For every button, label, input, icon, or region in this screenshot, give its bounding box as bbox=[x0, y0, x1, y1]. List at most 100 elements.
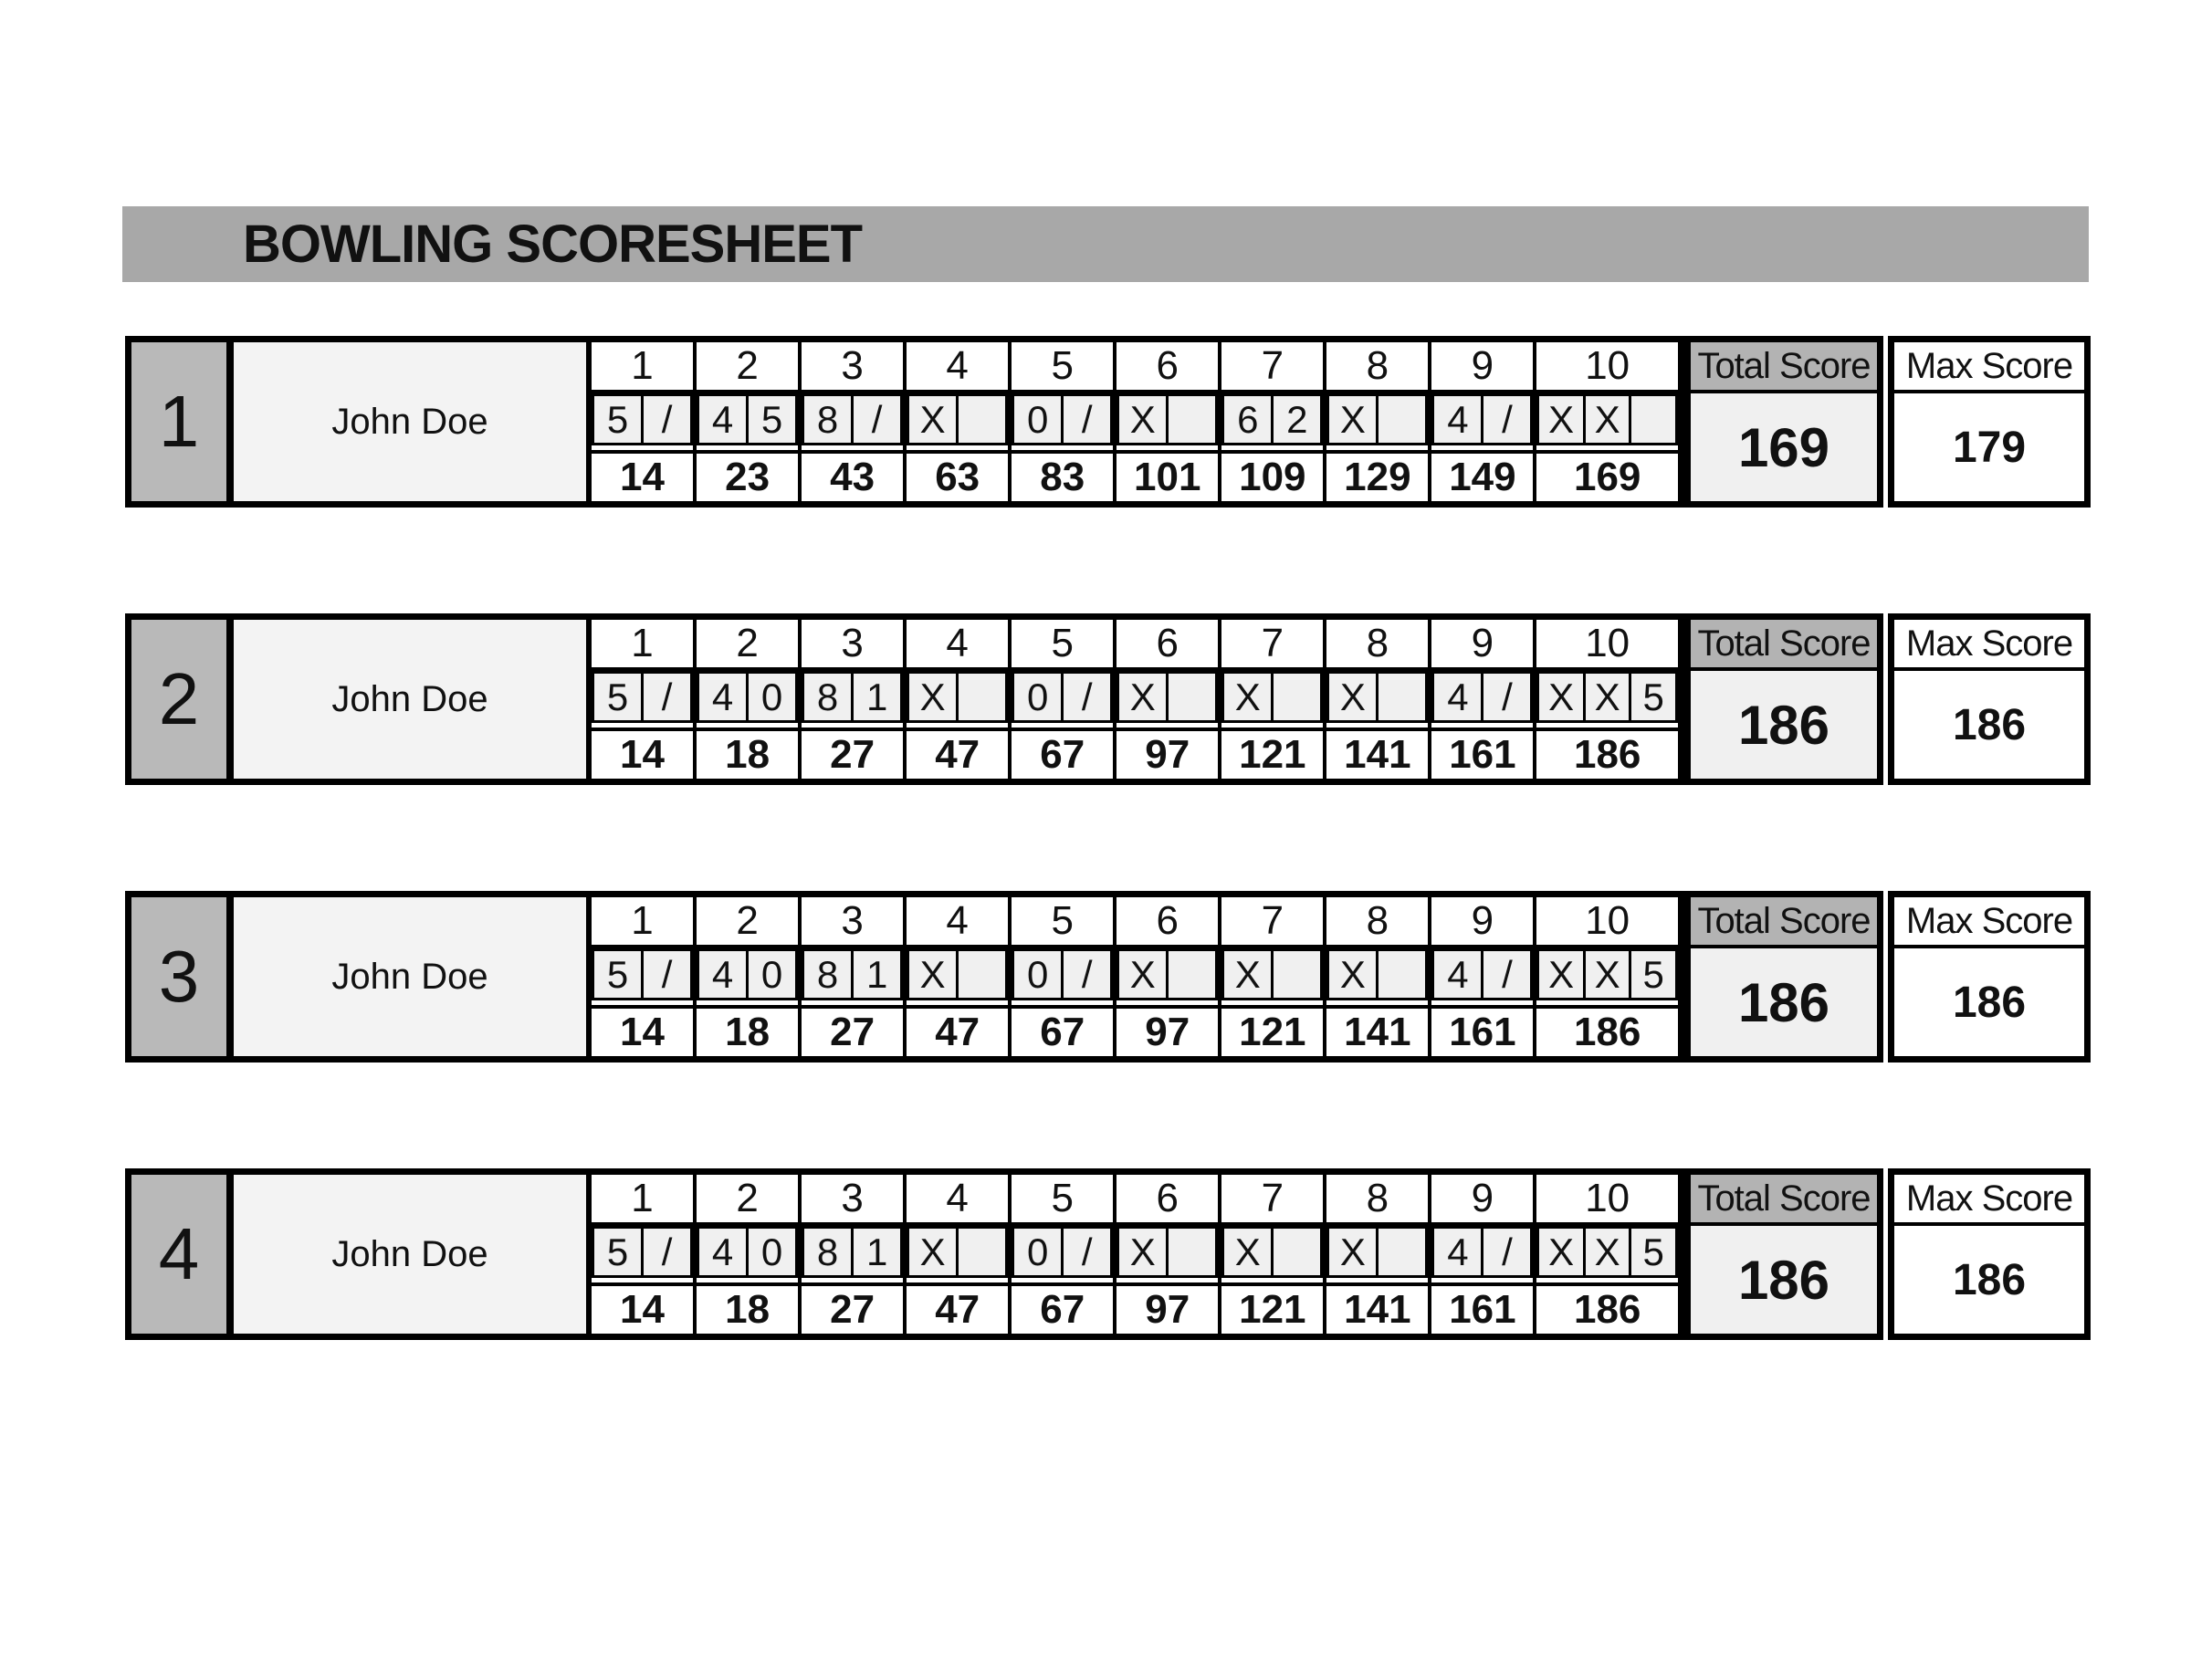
frame-number: 1 bbox=[592, 342, 694, 393]
frame: 4 X 47 bbox=[907, 897, 1012, 1056]
frame-number: 9 bbox=[1431, 897, 1534, 948]
max-score-box: Max Score 179 bbox=[1888, 336, 2091, 508]
frame-cumulative: 141 bbox=[1326, 728, 1429, 779]
frame: 10 X X 169 bbox=[1536, 342, 1678, 501]
throw-box: / bbox=[644, 948, 694, 1000]
throw-box: 5 bbox=[592, 393, 645, 445]
throw-box bbox=[1274, 671, 1324, 723]
throw-box: / bbox=[1483, 948, 1534, 1000]
frame-throws: 8 1 bbox=[802, 1226, 904, 1282]
throw-box: 1 bbox=[854, 1226, 904, 1278]
throw-box: X bbox=[1116, 671, 1169, 723]
frame-number: 4 bbox=[907, 1175, 1009, 1226]
frame-throws: X bbox=[1326, 671, 1429, 728]
throw-box: X bbox=[1585, 1226, 1632, 1278]
frame: 6 X 97 bbox=[1116, 897, 1222, 1056]
throw-box: / bbox=[1064, 393, 1114, 445]
frame-number: 8 bbox=[1326, 620, 1429, 671]
frame-throws: X X 5 bbox=[1536, 948, 1678, 1005]
frame-throws: 0 / bbox=[1012, 393, 1114, 450]
frame: 7 X 121 bbox=[1221, 1175, 1327, 1334]
frame: 9 4 / 161 bbox=[1431, 897, 1537, 1056]
frame-number: 7 bbox=[1221, 342, 1324, 393]
frame: 4 X 63 bbox=[907, 342, 1012, 501]
frame-number: 7 bbox=[1221, 620, 1324, 671]
throw-box: 2 bbox=[1274, 393, 1324, 445]
frame-throws: X bbox=[1221, 948, 1324, 1005]
frame-number: 2 bbox=[697, 1175, 799, 1226]
game-table: 1 John Doe 1 5 / 14 2 4 5 23 bbox=[125, 336, 1684, 508]
frame-cumulative: 47 bbox=[907, 1005, 1009, 1056]
frame-throws: 0 / bbox=[1012, 671, 1114, 728]
frame: 1 5 / 14 bbox=[592, 1175, 697, 1334]
frame: 1 5 / 14 bbox=[592, 897, 697, 1056]
frame-cumulative: 109 bbox=[1221, 450, 1324, 501]
frame-throws: 8 / bbox=[802, 393, 904, 450]
max-score-box: Max Score 186 bbox=[1888, 1168, 2091, 1340]
throw-box bbox=[959, 393, 1009, 445]
games-container: 1 John Doe 1 5 / 14 2 4 5 23 bbox=[125, 336, 2091, 1446]
frame-cumulative: 27 bbox=[802, 728, 904, 779]
total-score-box: Total Score 169 bbox=[1684, 336, 1883, 508]
throw-box bbox=[1379, 948, 1429, 1000]
throw-box: X bbox=[907, 671, 959, 723]
frame-cumulative: 129 bbox=[1326, 450, 1429, 501]
frame-cumulative: 121 bbox=[1221, 1005, 1324, 1056]
frame: 2 4 0 18 bbox=[697, 897, 802, 1056]
max-score-value: 186 bbox=[1894, 671, 2084, 779]
total-score-box: Total Score 186 bbox=[1684, 613, 1883, 785]
frame: 9 4 / 161 bbox=[1431, 1175, 1537, 1334]
throw-box: / bbox=[1064, 948, 1114, 1000]
throw-box: X bbox=[1221, 1226, 1274, 1278]
frame: 4 X 47 bbox=[907, 1175, 1012, 1334]
frame: 8 X 141 bbox=[1326, 620, 1432, 779]
frame-number: 10 bbox=[1536, 620, 1678, 671]
frame-throws: X bbox=[1326, 948, 1429, 1005]
throw-box bbox=[1274, 948, 1324, 1000]
frame: 8 X 141 bbox=[1326, 897, 1432, 1056]
throw-box: X bbox=[1221, 948, 1274, 1000]
throw-box: 0 bbox=[749, 1226, 799, 1278]
frame-cumulative: 27 bbox=[802, 1005, 904, 1056]
frame-throws: 4 / bbox=[1431, 671, 1534, 728]
frame-cumulative: 169 bbox=[1536, 450, 1678, 501]
game-table: 3 John Doe 1 5 / 14 2 4 0 18 bbox=[125, 891, 1684, 1063]
frame: 10 X X 5 186 bbox=[1536, 1175, 1678, 1334]
frame: 5 0 / 67 bbox=[1012, 1175, 1117, 1334]
frame: 9 4 / 149 bbox=[1431, 342, 1537, 501]
frame-number: 7 bbox=[1221, 1175, 1324, 1226]
frame-throws: X bbox=[1116, 671, 1219, 728]
game-number: 1 bbox=[131, 342, 234, 501]
total-score-value: 186 bbox=[1691, 948, 1877, 1056]
throw-box bbox=[1379, 393, 1429, 445]
max-score-value: 179 bbox=[1894, 393, 2084, 501]
frame-throws: 5 / bbox=[592, 948, 694, 1005]
frame-cumulative: 186 bbox=[1536, 728, 1678, 779]
frame-throws: 8 1 bbox=[802, 671, 904, 728]
max-score-box: Max Score 186 bbox=[1888, 891, 2091, 1063]
frame: 10 X X 5 186 bbox=[1536, 620, 1678, 779]
frame-number: 9 bbox=[1431, 1175, 1534, 1226]
frame-cumulative: 97 bbox=[1116, 1282, 1219, 1334]
frame-cumulative: 18 bbox=[697, 1282, 799, 1334]
frame-throws: 4 / bbox=[1431, 393, 1534, 450]
frame-number: 3 bbox=[802, 897, 904, 948]
frame-number: 10 bbox=[1536, 342, 1678, 393]
frame: 6 X 97 bbox=[1116, 620, 1222, 779]
frame-cumulative: 141 bbox=[1326, 1005, 1429, 1056]
frame-number: 7 bbox=[1221, 897, 1324, 948]
throw-box: X bbox=[1585, 671, 1632, 723]
frame-throws: 5 / bbox=[592, 671, 694, 728]
title-bar: BOWLING SCORESHEET bbox=[122, 206, 2089, 282]
frame-number: 2 bbox=[697, 342, 799, 393]
throw-box: 4 bbox=[697, 948, 750, 1000]
frame-number: 4 bbox=[907, 342, 1009, 393]
frame-cumulative: 97 bbox=[1116, 1005, 1219, 1056]
frame: 7 X 121 bbox=[1221, 620, 1327, 779]
frame-throws: X bbox=[1116, 948, 1219, 1005]
frame-throws: 6 2 bbox=[1221, 393, 1324, 450]
frame: 4 X 47 bbox=[907, 620, 1012, 779]
frame-throws: 0 / bbox=[1012, 1226, 1114, 1282]
frame-cumulative: 63 bbox=[907, 450, 1009, 501]
frame-throws: X bbox=[1326, 393, 1429, 450]
